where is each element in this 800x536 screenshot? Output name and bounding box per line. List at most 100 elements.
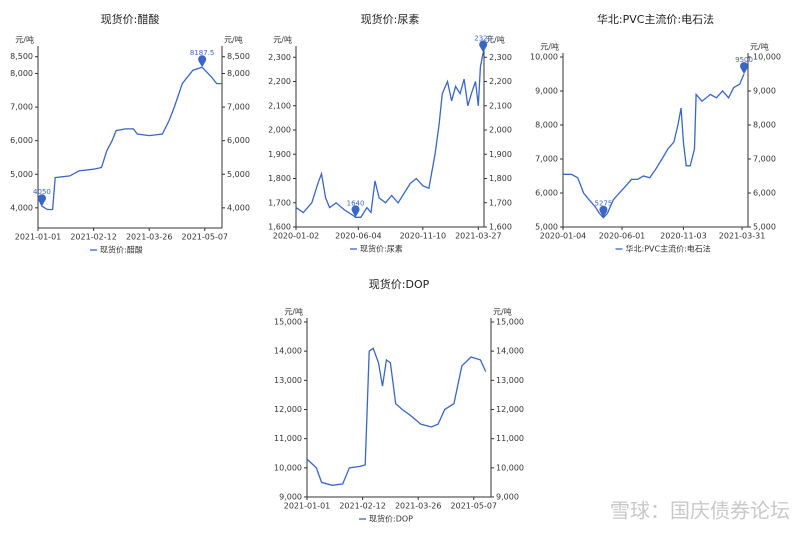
y-tick-label: 2,000 — [268, 126, 291, 135]
series-line — [306, 347, 487, 486]
y-tick-label: 2,200 — [268, 77, 291, 86]
x-tick-label: 2020-06-01 — [599, 232, 646, 241]
x-tick-label: 2021-02-12 — [70, 233, 117, 242]
marker-pin — [599, 205, 608, 218]
series-line — [37, 66, 222, 211]
marker-label: 9500 — [735, 56, 753, 64]
y2-tick-label: 14,000 — [496, 347, 524, 356]
y2-tick-label: 8,500 — [227, 52, 250, 61]
marker-label: 5275 — [594, 200, 612, 208]
legend-label: 华北:PVC主流价:电石法 — [626, 244, 711, 254]
y2-unit: 元/吨 — [486, 35, 505, 45]
y-tick-label: 5,000 — [535, 223, 558, 232]
y2-tick-label: 2,300 — [489, 53, 512, 62]
legend-label: 现货价:醋酸 — [100, 245, 143, 255]
y-tick-label: 9,000 — [535, 87, 558, 96]
y-tick-label: 1,900 — [268, 150, 291, 159]
y-tick-label: 6,000 — [10, 136, 33, 145]
marker-pin — [479, 40, 488, 53]
y2-tick-label: 8,000 — [227, 69, 250, 78]
series-line — [563, 73, 745, 219]
y-tick-label: 8,000 — [535, 121, 558, 130]
y-tick-label: 7,000 — [10, 103, 33, 112]
marker-label: 2320 — [474, 34, 492, 42]
x-tick-label: 2021-01-01 — [284, 502, 331, 511]
y-tick-label: 14,000 — [274, 347, 302, 356]
legend-label: 现货价:尿素 — [360, 244, 403, 254]
x-tick-label: 2020-06-04 — [335, 232, 382, 241]
y2-tick-label: 11,000 — [496, 434, 524, 443]
y2-tick-label: 15,000 — [496, 318, 524, 327]
chart-title: 现货价:醋酸 — [101, 12, 160, 26]
y2-tick-label: 1,800 — [489, 174, 512, 183]
x-tick-label: 2021-01-01 — [15, 233, 62, 242]
y2-tick-label: 6,000 — [753, 189, 776, 198]
y2-tick-label: 9,000 — [496, 493, 519, 502]
y-tick-label: 6,000 — [535, 189, 558, 198]
y-tick-label: 7,000 — [535, 155, 558, 164]
y-tick-label: 9,000 — [279, 493, 302, 502]
y-tick-label: 12,000 — [274, 405, 302, 414]
y-tick-label: 10,000 — [530, 53, 558, 62]
y2-tick-label: 5,000 — [753, 223, 776, 232]
y-tick-label: 1,600 — [268, 223, 291, 232]
x-tick-label: 2021-03-27 — [455, 232, 502, 241]
marker-pin — [198, 55, 207, 68]
marker-pin — [37, 194, 46, 207]
y2-tick-label: 9,000 — [753, 87, 776, 96]
x-tick-label: 2020-11-10 — [400, 232, 447, 241]
marker-label: 4050 — [33, 188, 51, 196]
y2-tick-label: 2,100 — [489, 101, 512, 110]
x-tick-label: 2021-03-26 — [126, 233, 173, 242]
y-tick-label: 15,000 — [274, 318, 302, 327]
legend-label: 现货价:DOP — [369, 514, 413, 524]
series-line — [295, 52, 484, 218]
y2-tick-label: 1,600 — [489, 223, 512, 232]
y2-tick-label: 7,000 — [227, 103, 250, 112]
y2-unit: 元/吨 — [224, 35, 243, 45]
y2-tick-label: 1,900 — [489, 150, 512, 159]
y2-tick-label: 6,000 — [227, 136, 250, 145]
y-unit: 元/吨 — [273, 35, 292, 45]
x-tick-label: 2021-03-26 — [395, 502, 442, 511]
marker-label: 8187.5 — [190, 49, 215, 57]
marker-label: 1640 — [347, 199, 365, 207]
y-tick-label: 4,000 — [10, 203, 33, 212]
y-tick-label: 1,700 — [268, 198, 291, 207]
y-tick-label: 5,000 — [10, 170, 33, 179]
y2-tick-label: 5,000 — [227, 170, 250, 179]
y-tick-label: 2,300 — [268, 53, 291, 62]
x-tick-label: 2021-05-07 — [451, 502, 498, 511]
y2-tick-label: 10,000 — [496, 463, 524, 472]
chart-title: 现货价:尿素 — [361, 12, 420, 26]
x-tick-label: 2020-01-02 — [273, 232, 320, 241]
y-tick-label: 8,000 — [10, 69, 33, 78]
chart-title: 现货价:DOP — [369, 277, 430, 291]
x-tick-label: 2020-01-04 — [540, 232, 587, 241]
y2-tick-label: 1,700 — [489, 198, 512, 207]
y-tick-label: 11,000 — [274, 434, 302, 443]
marker-pin — [740, 62, 749, 74]
y2-tick-label: 7,000 — [753, 155, 776, 164]
y2-tick-label: 12,000 — [496, 405, 524, 414]
y-tick-label: 13,000 — [274, 376, 302, 385]
y2-unit: 元/吨 — [750, 42, 769, 52]
x-tick-label: 2021-03-31 — [719, 232, 766, 241]
y-tick-label: 10,000 — [274, 463, 302, 472]
y-unit: 元/吨 — [540, 42, 559, 52]
x-tick-label: 2021-02-12 — [339, 502, 386, 511]
y-tick-label: 8,500 — [10, 52, 33, 61]
y2-tick-label: 2,000 — [489, 126, 512, 135]
y-tick-label: 1,800 — [268, 174, 291, 183]
x-tick-label: 2021-05-07 — [182, 233, 229, 242]
x-tick-label: 2020-11-03 — [660, 232, 707, 241]
y-unit: 元/吨 — [15, 35, 34, 45]
y-tick-label: 2,100 — [268, 101, 291, 110]
y2-tick-label: 13,000 — [496, 376, 524, 385]
y-unit: 元/吨 — [284, 307, 303, 317]
y2-tick-label: 4,000 — [227, 203, 250, 212]
y2-unit: 元/吨 — [493, 307, 512, 317]
marker-pin — [351, 205, 360, 218]
